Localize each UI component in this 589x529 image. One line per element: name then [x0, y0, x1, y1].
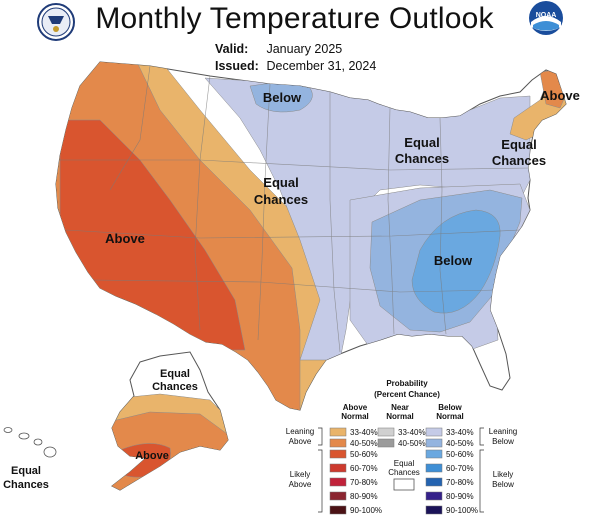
legend-equal-1: Equal	[394, 459, 415, 468]
legend-above-2-swatch	[329, 449, 347, 459]
legend-above-0-swatch	[329, 427, 347, 437]
legend-above-5-label: 80-90%	[350, 492, 378, 501]
legend-brace-likely-below	[479, 449, 484, 513]
legend-likely-above-2: Above	[289, 480, 312, 489]
legend-likely-below-2: Below	[492, 480, 514, 489]
legend-below-6-swatch	[425, 505, 443, 515]
legend-leaning-above-2: Above	[289, 437, 312, 446]
noaa-logo-icon: NOAA	[529, 1, 563, 35]
legend-equal-swatch	[393, 478, 415, 491]
legend-col-above-2: Normal	[341, 412, 369, 421]
legend-above-5-swatch	[329, 491, 347, 501]
hawaii-land	[3, 427, 57, 458]
legend-leaning-above-1: Leaning	[286, 427, 314, 436]
legend-near-1-swatch	[377, 438, 395, 448]
noaa-logo-text: NOAA	[536, 12, 557, 19]
legend-likely-below-1: Likely	[493, 470, 513, 479]
legend-above-3-swatch	[329, 463, 347, 473]
label-equal-greatlakes-2: Chances	[395, 151, 449, 166]
legend-near-0-swatch	[377, 427, 395, 437]
issued-label: Issued:	[215, 59, 259, 73]
label-equal-plains-2: Chances	[254, 192, 308, 207]
legend-below-1-label: 40-50%	[446, 439, 474, 448]
legend-below-5-label: 80-90%	[446, 492, 474, 501]
page-title: Monthly Temperature Outlook	[95, 2, 494, 35]
label-above-northeast: Above	[540, 88, 580, 103]
legend-below-0-swatch	[425, 427, 443, 437]
legend-below-2-swatch	[425, 449, 443, 459]
label-hi-equal-2: Chances	[3, 479, 49, 491]
label-below-southeast: Below	[434, 253, 473, 268]
legend-above-6-label: 90-100%	[350, 506, 382, 515]
state-boundaries	[60, 65, 531, 353]
legend-above-2-label: 50-60%	[350, 450, 378, 459]
legend-above-4-label: 70-80%	[350, 478, 378, 487]
legend-likely-above-1: Likely	[290, 470, 310, 479]
label-equal-northeast-1: Equal	[501, 137, 536, 152]
label-hi-equal-1: Equal	[11, 465, 41, 477]
valid-line: Valid: January 2025	[215, 42, 342, 56]
label-equal-northeast-2: Chances	[492, 153, 546, 168]
legend-col-below-2: Normal	[436, 412, 464, 421]
probability-legend: Probability (Percent Chance) Above Norma…	[286, 379, 517, 515]
label-above-west: Above	[105, 231, 145, 246]
legend-swatches: 33-40% 40-50% 50-60% 60-70% 70-80% 80-90% 90-1…	[329, 427, 478, 515]
legend-above-0-label: 33-40%	[350, 428, 378, 437]
region-southeast-below-50-60	[411, 209, 501, 314]
legend-below-3-swatch	[425, 463, 443, 473]
legend-above-3-label: 60-70%	[350, 464, 378, 473]
valid-label: Valid:	[215, 42, 249, 56]
legend-title-2: (Percent Chance)	[374, 390, 440, 399]
legend-brace-leaning-above	[318, 427, 323, 446]
label-below-north: Below	[263, 90, 302, 105]
legend-above-4-swatch	[329, 477, 347, 487]
legend-above-1-label: 40-50%	[350, 439, 378, 448]
issued-line: Issued: December 31, 2024	[215, 59, 376, 73]
label-ak-equal-1: Equal	[160, 368, 190, 380]
legend-brace-leaning-below	[479, 427, 484, 446]
label-equal-greatlakes-1: Equal	[404, 135, 439, 150]
legend-below-4-swatch	[425, 477, 443, 487]
label-ak-equal-2: Chances	[152, 381, 198, 393]
label-equal-plains-1: Equal	[263, 175, 298, 190]
legend-below-5-swatch	[425, 491, 443, 501]
legend-above-6-swatch	[329, 505, 347, 515]
valid-value: January 2025	[266, 42, 343, 56]
legend-leaning-below-2: Below	[492, 437, 514, 446]
legend-below-2-label: 50-60%	[446, 450, 474, 459]
legend-below-3-label: 60-70%	[446, 464, 474, 473]
region-labels: Below Above Equal Chances Equal Chances …	[3, 88, 580, 491]
label-ak-above: Above	[135, 450, 169, 462]
legend-below-0-label: 33-40%	[446, 428, 474, 437]
legend-above-1-swatch	[329, 438, 347, 448]
commerce-seal-icon	[37, 3, 75, 41]
legend-brace-likely-above	[318, 449, 323, 513]
legend-below-6-label: 90-100%	[446, 506, 478, 515]
legend-leaning-below-1: Leaning	[489, 427, 517, 436]
legend-col-near-1: Near	[391, 403, 409, 412]
legend-col-above-1: Above	[343, 403, 368, 412]
issued-value: December 31, 2024	[266, 59, 377, 73]
legend-equal-2: Chances	[388, 468, 420, 477]
legend-title-1: Probability	[386, 379, 428, 388]
legend-below-4-label: 70-80%	[446, 478, 474, 487]
legend-near-0-label: 33-40%	[398, 428, 426, 437]
legend-near-1-label: 40-50%	[398, 439, 426, 448]
legend-col-near-2: Normal	[386, 412, 414, 421]
legend-col-below-1: Below	[438, 403, 462, 412]
legend-below-1-swatch	[425, 438, 443, 448]
